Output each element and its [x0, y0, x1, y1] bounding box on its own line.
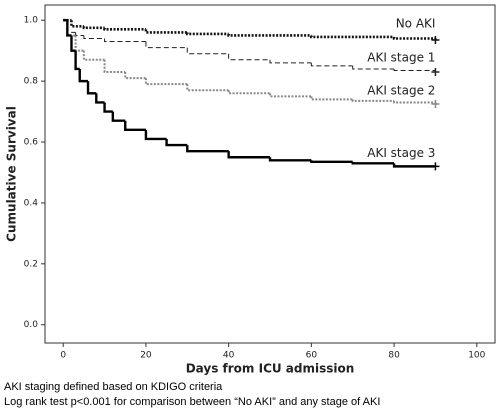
- y-tick-label: 0.6: [24, 138, 39, 148]
- survival-step: [124, 120, 146, 132]
- survival-step: [111, 111, 126, 122]
- survival-step: [186, 47, 229, 55]
- survival-step: [227, 90, 270, 95]
- survival-step: [351, 99, 395, 102]
- censor-mark: [431, 36, 440, 45]
- survival-step: [95, 93, 105, 104]
- survival-step: [352, 65, 395, 70]
- note: AKI staging defined based on KDIGO crite…: [4, 381, 223, 393]
- x-axis-label: Days from ICU admission: [186, 362, 355, 376]
- survival-step: [227, 151, 270, 159]
- x-tick-label: 60: [306, 351, 318, 361]
- censor-mark: [431, 99, 440, 108]
- y-tick-label: 0.8: [24, 77, 39, 87]
- censor-mark: [431, 162, 440, 171]
- censor-mark: [431, 67, 440, 76]
- survival-step: [83, 35, 105, 39]
- survival-step: [145, 41, 188, 49]
- survival-step: [78, 68, 89, 83]
- survival-step: [104, 38, 146, 43]
- survival-step: [144, 78, 188, 86]
- survival-step: [186, 84, 229, 92]
- survival-step: [103, 59, 126, 73]
- note: Log rank test p<0.001 for comparison bet…: [4, 396, 380, 408]
- survival-step: [165, 138, 188, 147]
- survival-step: [66, 20, 72, 37]
- series-label: AKI stage 1: [367, 50, 435, 64]
- survival-step: [70, 20, 84, 28]
- x-tick-label: 40: [223, 351, 235, 361]
- survival-step: [185, 32, 229, 36]
- survival-step: [228, 53, 270, 61]
- plot-frame: [44, 4, 496, 344]
- survival-step: [86, 81, 97, 95]
- survival-step: [393, 100, 436, 104]
- series-label: AKI stage 3: [367, 146, 435, 160]
- y-tick-label: 0.4: [24, 198, 39, 208]
- y-axis-label: Cumulative Survival: [5, 106, 19, 242]
- survival-step: [268, 157, 312, 162]
- x-tick-label: 20: [140, 351, 152, 361]
- survival-step: [82, 26, 105, 30]
- survival-step: [82, 50, 105, 61]
- survival-step: [393, 68, 436, 71]
- survival-step: [351, 161, 395, 165]
- y-tick-label: 0.2: [24, 259, 38, 269]
- survival-step: [75, 32, 84, 36]
- y-tick-label: 0.0: [24, 320, 39, 330]
- series-label: No AKI: [396, 17, 436, 31]
- survival-step: [269, 93, 312, 98]
- survival-step: [392, 163, 436, 168]
- survival-step: [269, 59, 312, 64]
- survival-step: [392, 36, 436, 40]
- survival-step: [144, 129, 167, 141]
- x-tick-label: 80: [388, 351, 400, 361]
- y-tick-label: 1.0: [24, 16, 39, 26]
- x-tick-label: 100: [468, 351, 485, 361]
- survival-step: [103, 102, 113, 113]
- survival-step: [70, 35, 76, 52]
- survival-step: [310, 160, 353, 164]
- survival-step: [310, 62, 353, 67]
- survival-step: [103, 27, 146, 31]
- survival-step: [310, 35, 395, 39]
- survival-step: [186, 145, 229, 153]
- x-tick-label: 0: [60, 351, 66, 361]
- survival-step: [66, 20, 76, 37]
- survival-step: [74, 50, 80, 71]
- series-label: AKI stage 2: [367, 83, 435, 97]
- survival-step: [74, 35, 84, 52]
- survival-step: [227, 33, 312, 37]
- survival-step: [124, 71, 146, 80]
- survival-step: [144, 29, 188, 34]
- survival-step: [310, 96, 353, 101]
